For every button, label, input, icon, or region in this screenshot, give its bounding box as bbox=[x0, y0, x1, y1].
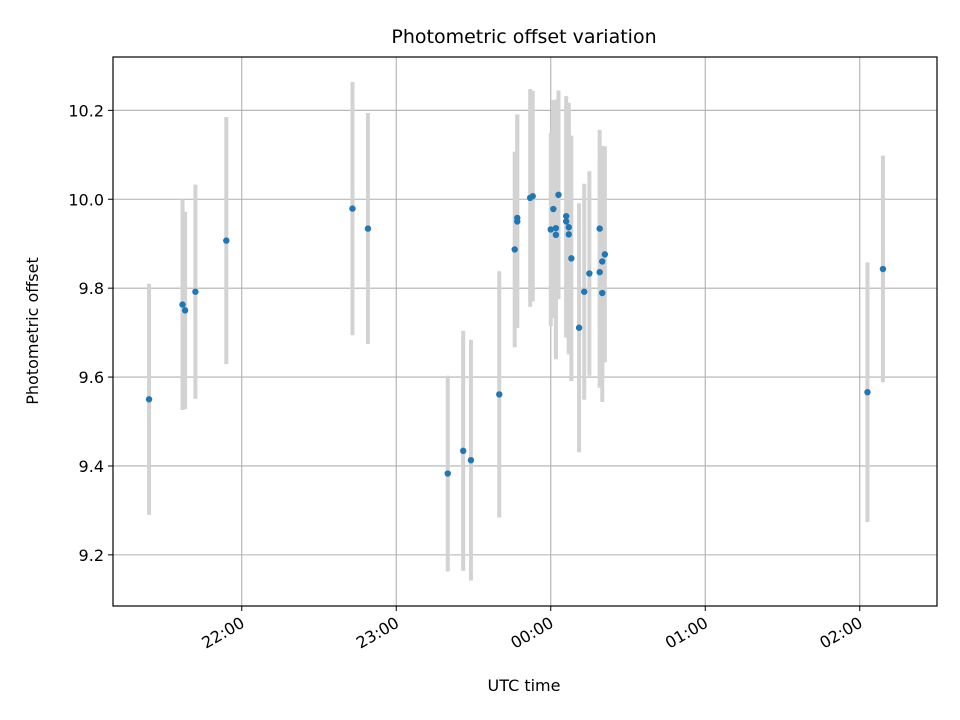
data-point bbox=[568, 255, 575, 262]
x-axis-label: UTC time bbox=[488, 676, 561, 695]
data-point bbox=[599, 289, 606, 297]
data-point bbox=[223, 237, 230, 244]
y-tick-label: 10.0 bbox=[68, 190, 104, 209]
x-tick-label: 01:00 bbox=[662, 613, 711, 653]
data-point bbox=[575, 324, 583, 331]
data-points bbox=[145, 191, 887, 477]
data-point bbox=[349, 205, 356, 212]
data-point bbox=[145, 396, 153, 403]
y-tick-label: 10.2 bbox=[68, 101, 104, 120]
x-tick-label: 02:00 bbox=[816, 613, 865, 653]
x-axis-ticks: 22:00 23:00 00:00 01:00 02:00 bbox=[198, 606, 866, 653]
data-point bbox=[596, 225, 603, 232]
y-tick-label: 9.4 bbox=[79, 457, 104, 476]
plot-frame bbox=[112, 56, 938, 607]
data-point bbox=[444, 470, 451, 477]
data-point bbox=[552, 224, 560, 232]
data-point bbox=[179, 301, 186, 308]
y-axis-ticks: 9.2 9.4 9.6 9.8 10.0 10.2 bbox=[68, 101, 113, 565]
chart-title: Photometric offset variation bbox=[391, 26, 656, 48]
data-point bbox=[364, 225, 372, 232]
data-point bbox=[599, 258, 606, 265]
data-point bbox=[596, 268, 603, 276]
data-point bbox=[563, 212, 570, 220]
data-point bbox=[460, 447, 467, 455]
data-point bbox=[586, 270, 593, 277]
x-tick-label: 22:00 bbox=[198, 613, 247, 653]
data-point bbox=[514, 218, 521, 225]
data-point bbox=[550, 205, 557, 213]
data-point bbox=[565, 231, 572, 238]
data-point bbox=[547, 226, 554, 233]
y-tick-label: 9.8 bbox=[79, 279, 104, 298]
data-point bbox=[192, 288, 199, 295]
x-tick-label: 00:00 bbox=[507, 613, 556, 653]
error-bars bbox=[147, 81, 885, 581]
data-point bbox=[879, 265, 887, 273]
data-point bbox=[565, 224, 572, 231]
y-tick-label: 9.6 bbox=[79, 368, 104, 387]
data-point bbox=[511, 246, 518, 253]
y-tick-label: 9.2 bbox=[79, 546, 104, 565]
data-point bbox=[563, 218, 570, 225]
data-point bbox=[555, 191, 562, 199]
data-point bbox=[864, 388, 871, 396]
data-point bbox=[552, 231, 560, 239]
y-axis-label: Photometric offset bbox=[23, 257, 42, 405]
data-point bbox=[581, 288, 588, 295]
data-point bbox=[467, 456, 475, 464]
x-tick-label: 23:00 bbox=[353, 613, 402, 653]
data-point bbox=[496, 391, 503, 398]
data-point bbox=[181, 307, 189, 314]
grid bbox=[113, 57, 937, 606]
data-point bbox=[529, 192, 536, 200]
data-point bbox=[601, 251, 609, 258]
